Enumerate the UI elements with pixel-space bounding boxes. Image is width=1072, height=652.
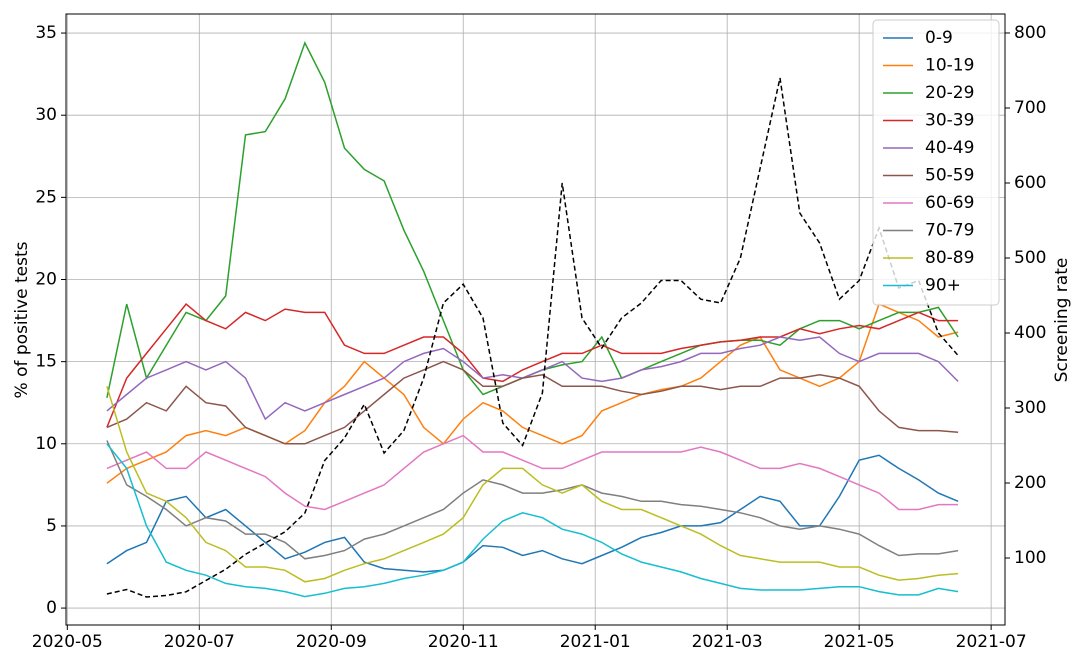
y2-tick-label: 200 <box>1014 473 1046 493</box>
legend-label: 30-39 <box>925 111 974 131</box>
y-axis-label: % of positive tests <box>12 241 32 398</box>
y-tick-label: 20 <box>35 269 57 289</box>
legend-label: 0-9 <box>925 28 953 48</box>
legend-label: 70-79 <box>925 221 974 241</box>
y-tick-label: 5 <box>46 516 57 536</box>
line-series <box>106 336 959 421</box>
line-series <box>106 77 959 598</box>
x-tick-label: 2021-01 <box>560 632 631 652</box>
y2-axis-label: Screening rate <box>1052 258 1072 383</box>
line-series <box>106 360 959 445</box>
x-tick-label: 2020-05 <box>32 632 103 652</box>
line-series <box>106 440 959 560</box>
x-tick-label: 2020-11 <box>428 632 499 652</box>
y2-tick-label: 700 <box>1014 98 1046 118</box>
line-series <box>106 386 959 583</box>
legend-label: 20-29 <box>925 83 974 103</box>
y2-tick-label: 500 <box>1014 248 1046 268</box>
x-tick-label: 2020-09 <box>296 632 367 652</box>
legend-label: 90+ <box>925 276 961 296</box>
y2-tick-label: 100 <box>1014 548 1046 568</box>
y2-tick-label: 400 <box>1014 323 1046 343</box>
legend-label: 40-49 <box>925 138 974 158</box>
legend-label: 50-59 <box>925 166 974 186</box>
y-tick-label: 10 <box>35 434 57 454</box>
legend: 0-9 10-19 20-29 30-39 40-49 50-59 60-69 70-79 80… <box>872 19 1000 306</box>
line-series <box>106 443 959 598</box>
x-tick-label: 2021-07 <box>956 632 1027 652</box>
line-series <box>106 434 959 511</box>
legend-label: 10-19 <box>925 56 974 76</box>
y2-tick-label: 800 <box>1014 23 1046 43</box>
plot-frame <box>65 13 1006 626</box>
legend-box <box>872 19 1000 306</box>
y-tick-label: 35 <box>35 23 57 43</box>
y-tick-label: 30 <box>35 105 57 125</box>
legend-label: 80-89 <box>925 248 974 268</box>
x-tick-label: 2021-05 <box>824 632 895 652</box>
line-series <box>106 303 959 428</box>
legend-label: 60-69 <box>925 193 974 213</box>
y2-tick-label: 600 <box>1014 173 1046 193</box>
x-tick-label: 2020-07 <box>164 632 235 652</box>
y-tick-label: 15 <box>35 352 57 372</box>
line-series <box>106 40 959 398</box>
x-tick-label: 2021-03 <box>692 632 763 652</box>
y-tick-label: 25 <box>35 187 57 207</box>
y2-tick-label: 300 <box>1014 398 1046 418</box>
y-tick-label: 0 <box>46 598 57 618</box>
